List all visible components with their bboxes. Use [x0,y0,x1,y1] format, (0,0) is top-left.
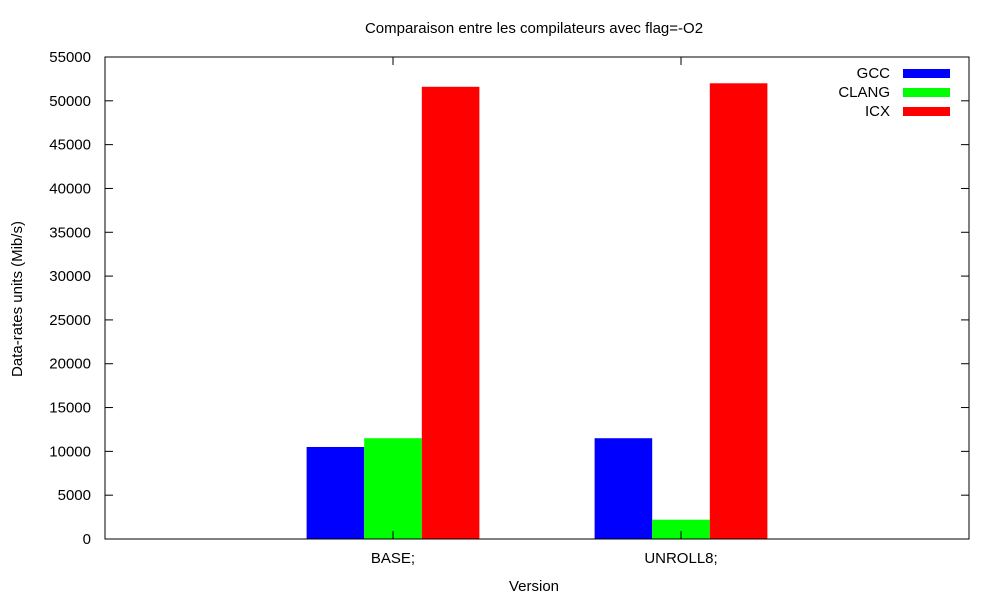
y-tick-label: 5000 [58,487,91,504]
bar-clang-2 [652,519,710,539]
bars-group [306,83,768,540]
bar-gcc-1 [306,446,365,539]
legend-swatch-clang [903,88,950,97]
y-tick-label: 15000 [49,400,91,417]
y-tick-label: 55000 [49,49,91,66]
x-tick-label: BASE; [371,550,415,567]
y-tick-label: 0 [83,531,91,548]
bar-gcc-2 [594,438,653,539]
x-tick-label: UNROLL8; [644,550,717,567]
bar-clang-1 [364,438,422,539]
y-tick-label: 45000 [49,137,91,154]
y-tick-label: 40000 [49,180,91,197]
y-tick-label: 35000 [49,224,91,241]
legend-swatch-icx [903,107,950,116]
y-tick-label: 25000 [49,312,91,329]
x-axis-ticks: BASE; UNROLL8; [371,57,718,567]
x-axis-label: Version [509,578,559,595]
legend-label-icx: ICX [865,103,890,120]
chart-title: Comparaison entre les compilateurs avec … [365,20,703,37]
y-axis-label: Data-rates units (Mib/s) [9,221,26,377]
y-tick-label: 20000 [49,356,91,373]
legend-label-clang: CLANG [838,84,890,101]
legend: GCC CLANG ICX [838,65,950,120]
bar-icx-2 [709,83,768,539]
bar-icx-1 [421,86,480,540]
legend-label-gcc: GCC [857,65,891,82]
y-tick-label: 10000 [49,443,91,460]
legend-swatch-gcc [903,69,950,78]
y-tick-label: 30000 [49,268,91,285]
plot-frame [104,56,970,540]
y-axis-ticks: 0 5000 10000 15000 20000 25000 30000 35000 40000… [49,49,969,548]
y-tick-label: 50000 [49,93,91,110]
